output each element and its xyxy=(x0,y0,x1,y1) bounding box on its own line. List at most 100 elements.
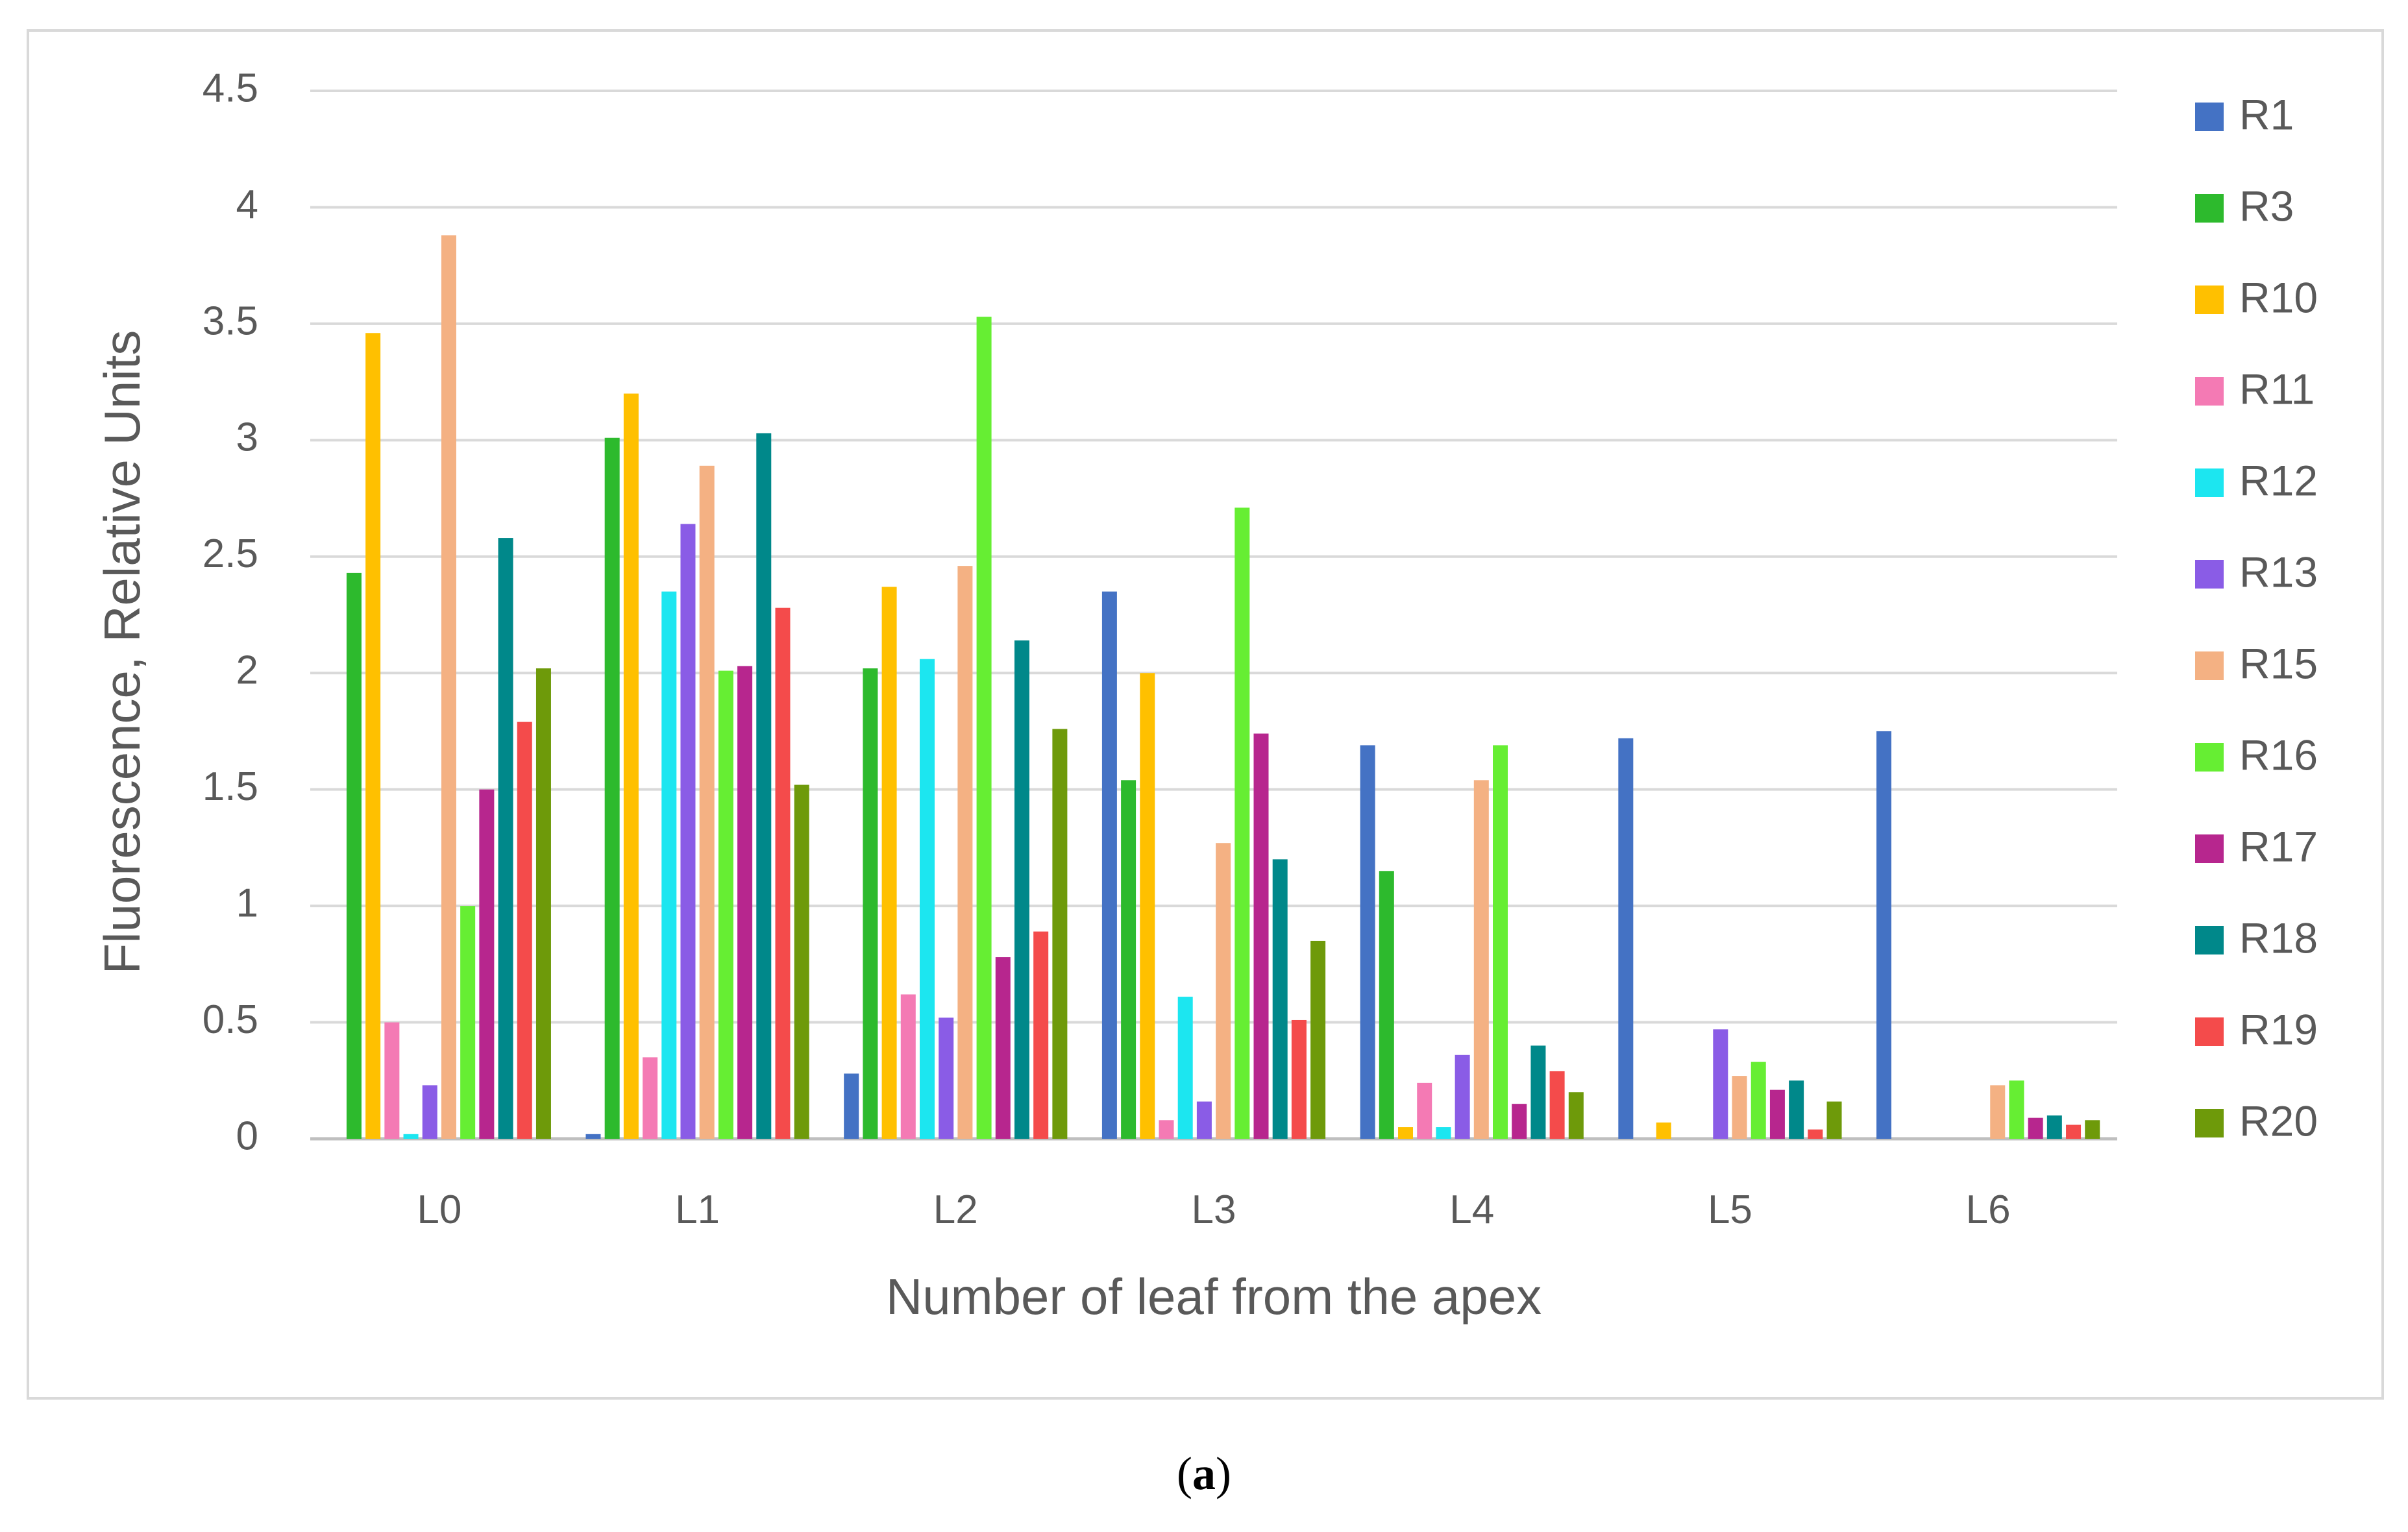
bar-r15-l4 xyxy=(1473,780,1489,1139)
bar-r13-l3 xyxy=(1196,1101,1212,1139)
bar-chart: 0 0.5 1 1.5 2 2.5 3 3.5 4 4.5 L0 L1 L2 L3 L4 L5 L6 R1 R3… xyxy=(93,66,2318,1325)
bar-r20-l0 xyxy=(535,668,551,1139)
bar-r1-l5 xyxy=(1618,738,1634,1139)
bar-r13-l2 xyxy=(939,1017,954,1139)
bar-r15-l6 xyxy=(1990,1085,2006,1139)
bar-r11-l4 xyxy=(1417,1082,1432,1139)
bar-r15-l3 xyxy=(1216,843,1231,1139)
bar-r13-l4 xyxy=(1455,1054,1470,1139)
bar-r10-l2 xyxy=(881,587,897,1139)
bar-r10-l1 xyxy=(623,393,639,1139)
bar-r16-l1 xyxy=(718,670,733,1139)
bar-r19-l2 xyxy=(1033,931,1049,1139)
bar-r18-l2 xyxy=(1014,640,1029,1139)
caption-open: ( xyxy=(1177,1448,1192,1500)
bar-r11-l0 xyxy=(384,1022,400,1139)
legend-swatch-r18 xyxy=(2195,926,2224,954)
y-tick-label: 2 xyxy=(236,648,258,693)
bar-r3-l0 xyxy=(346,572,362,1139)
legend-swatch-r19 xyxy=(2195,1017,2224,1046)
bar-r17-l5 xyxy=(1769,1089,1785,1139)
bar-r16-l4 xyxy=(1493,745,1508,1139)
bar-r10-l3 xyxy=(1140,673,1155,1139)
legend-swatch-r13 xyxy=(2195,560,2224,589)
bar-r13-l5 xyxy=(1713,1029,1728,1139)
x-tick-label: L3 xyxy=(1192,1187,1236,1232)
legend-label-r13: R13 xyxy=(2239,548,2318,596)
y-axis-title: Fluorescence, Relative Units xyxy=(93,330,151,975)
bar-r19-l0 xyxy=(517,722,532,1139)
figure-caption: (a) xyxy=(0,1447,2408,1501)
y-tick-label: 1.5 xyxy=(203,764,258,809)
bar-r20-l1 xyxy=(794,784,809,1139)
chart-frame xyxy=(27,29,2384,1400)
bar-r12-l3 xyxy=(1177,997,1193,1139)
bar-r16-l2 xyxy=(976,317,992,1139)
bar-r15-l1 xyxy=(699,465,715,1139)
bar-r1-l3 xyxy=(1101,591,1117,1139)
bar-r20-l6 xyxy=(2085,1120,2100,1139)
bar-r18-l5 xyxy=(1789,1080,1804,1139)
bar-r20-l4 xyxy=(1568,1092,1584,1139)
y-tick-label: 2.5 xyxy=(203,531,258,576)
bar-r1-l2 xyxy=(844,1073,859,1139)
legend-swatch-r11 xyxy=(2195,377,2224,406)
y-tick-label: 0.5 xyxy=(203,997,258,1042)
bar-r15-l0 xyxy=(441,235,456,1139)
x-tick-label: L6 xyxy=(1966,1187,2011,1232)
bar-r20-l3 xyxy=(1310,940,1326,1139)
bar-r11-l1 xyxy=(643,1057,658,1139)
bar-r16-l6 xyxy=(2009,1080,2024,1139)
bar-r17-l4 xyxy=(1512,1104,1527,1139)
legend-swatch-r12 xyxy=(2195,468,2224,497)
x-tick-label: L5 xyxy=(1708,1187,1752,1232)
bar-r16-l0 xyxy=(460,906,476,1139)
bar-r12-l4 xyxy=(1436,1127,1451,1139)
caption-letter: a xyxy=(1192,1448,1216,1500)
bar-r18-l4 xyxy=(1530,1045,1546,1139)
legend-label-r10: R10 xyxy=(2239,273,2318,321)
legend-label-r17: R17 xyxy=(2239,822,2318,870)
legend-swatch-r10 xyxy=(2195,286,2224,314)
bar-r11-l3 xyxy=(1159,1120,1174,1139)
bar-r3-l1 xyxy=(604,437,620,1139)
bar-r3-l3 xyxy=(1121,780,1136,1139)
bar-r15-l2 xyxy=(957,566,973,1139)
bars xyxy=(346,235,2100,1139)
bar-r18-l3 xyxy=(1272,859,1288,1139)
bar-r17-l1 xyxy=(737,666,753,1139)
bar-r18-l0 xyxy=(498,538,513,1139)
bar-r16-l3 xyxy=(1235,507,1250,1139)
bar-r10-l4 xyxy=(1398,1127,1414,1139)
bar-r19-l6 xyxy=(2066,1125,2082,1139)
y-tick-label: 3.5 xyxy=(203,298,258,343)
y-tick-label: 4 xyxy=(236,182,258,227)
x-axis-title: Number of leaf from the apex xyxy=(886,1268,1542,1325)
bar-r20-l2 xyxy=(1052,729,1068,1139)
bar-r13-l0 xyxy=(422,1085,437,1139)
bar-r20-l5 xyxy=(1826,1101,1842,1139)
bar-r19-l1 xyxy=(775,607,791,1139)
bar-r18-l1 xyxy=(756,433,772,1139)
bar-r1-l4 xyxy=(1360,745,1375,1139)
bar-r10-l5 xyxy=(1656,1122,1671,1139)
x-tick-label: L0 xyxy=(417,1187,461,1232)
legend: R1 R3 R10 R11 R12 R13 R15 R16 R17 R18 R19 R20 xyxy=(2195,90,2318,1145)
x-tick-label: L1 xyxy=(675,1187,720,1232)
bar-r17-l2 xyxy=(995,957,1011,1139)
legend-label-r15: R15 xyxy=(2239,639,2318,687)
y-tick-label: 3 xyxy=(236,415,258,460)
bar-r16-l5 xyxy=(1751,1062,1766,1139)
bar-r15-l5 xyxy=(1732,1076,1747,1139)
bar-r12-l0 xyxy=(403,1134,419,1139)
y-axis-ticks: 0 0.5 1 1.5 2 2.5 3 3.5 4 4.5 xyxy=(203,66,258,1158)
bar-r12-l1 xyxy=(661,591,677,1139)
bar-r19-l5 xyxy=(1808,1129,1823,1139)
bar-r17-l0 xyxy=(479,789,495,1139)
bar-r3-l4 xyxy=(1379,871,1394,1139)
x-tick-label: L2 xyxy=(933,1187,978,1232)
legend-swatch-r1 xyxy=(2195,103,2224,131)
bar-r12-l2 xyxy=(919,659,935,1139)
bar-r19-l3 xyxy=(1291,1019,1307,1139)
bar-r1-l6 xyxy=(1876,731,1892,1139)
